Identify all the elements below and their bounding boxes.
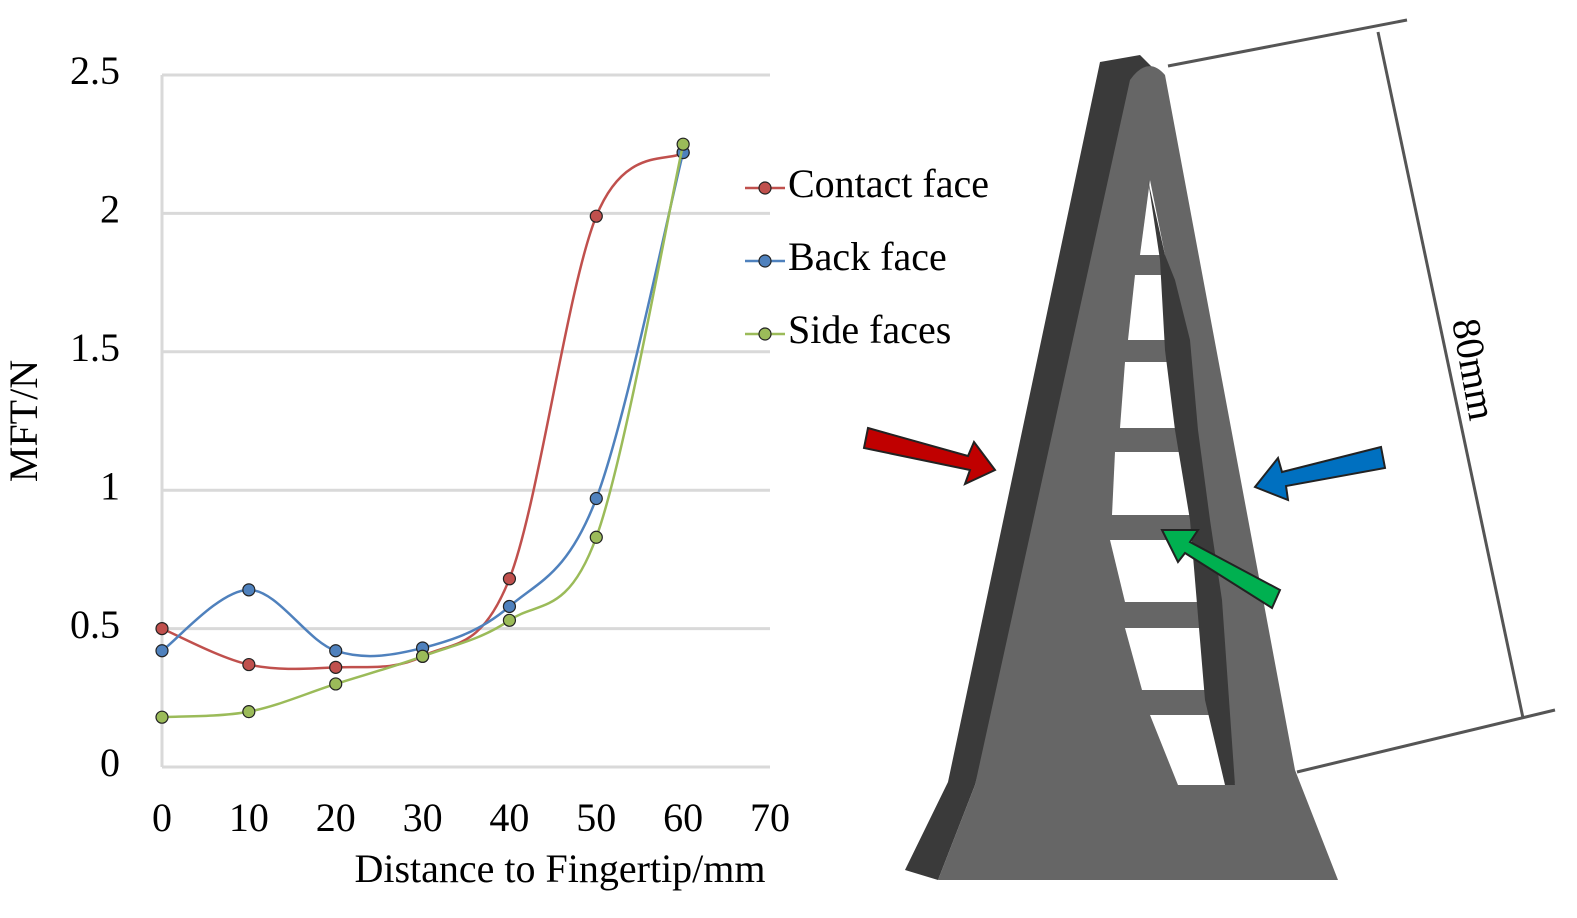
finger-model xyxy=(905,55,1338,881)
data-point xyxy=(329,644,343,658)
dimension xyxy=(1167,18,1556,774)
legend-label: Contact face xyxy=(788,161,989,206)
data-point xyxy=(676,137,690,151)
x-tick-label: 50 xyxy=(576,795,616,840)
x-tick-label: 40 xyxy=(489,795,529,840)
data-point xyxy=(502,599,517,614)
y-axis-title: MFT/N xyxy=(1,360,46,482)
data-point xyxy=(242,657,256,672)
legend-marker xyxy=(758,327,772,341)
x-tick-label: 70 xyxy=(750,795,790,840)
x-tick-label: 10 xyxy=(229,795,269,840)
data-point xyxy=(589,491,603,506)
data-point xyxy=(502,613,517,627)
dimension-line xyxy=(1376,31,1525,719)
arrow-green xyxy=(1160,529,1282,610)
y-tick-label: 1.5 xyxy=(70,325,120,370)
legend-marker xyxy=(758,254,772,268)
x-tick-label: 60 xyxy=(663,795,703,840)
legend-marker xyxy=(758,181,772,195)
legend-label: Back face xyxy=(788,234,947,279)
x-axis-title: Distance to Fingertip/mm xyxy=(354,846,765,891)
arrow-blue xyxy=(1253,445,1387,502)
window xyxy=(1112,452,1200,515)
x-tick-label: 20 xyxy=(316,795,356,840)
data-point xyxy=(502,572,517,586)
window xyxy=(1125,628,1222,690)
data-point xyxy=(329,660,343,674)
series-line xyxy=(161,143,685,719)
x-tick-label: 30 xyxy=(403,795,443,840)
data-point xyxy=(329,677,343,691)
y-tick-label: 2 xyxy=(100,187,120,232)
data-point xyxy=(155,710,169,724)
data-point xyxy=(589,209,603,223)
y-tick-label: 2.5 xyxy=(70,48,120,93)
data-point xyxy=(415,649,430,663)
legend-label: Side faces xyxy=(788,307,951,352)
data-point xyxy=(155,621,169,636)
dimension-line xyxy=(1296,708,1556,774)
dimension-label: 80mm xyxy=(1443,315,1505,423)
series-line xyxy=(161,152,685,658)
data-point xyxy=(589,530,603,544)
window xyxy=(1110,540,1212,602)
data-point xyxy=(242,705,256,719)
y-tick-label: 0 xyxy=(100,740,120,785)
y-tick-label: 1 xyxy=(100,463,120,508)
data-point xyxy=(155,644,169,658)
x-tick-label: 0 xyxy=(152,795,172,840)
data-point xyxy=(242,583,256,597)
y-tick-label: 0.5 xyxy=(70,602,120,647)
arrow-red xyxy=(862,426,997,486)
window-shadow xyxy=(1148,180,1235,785)
dimension-line xyxy=(1167,18,1408,68)
